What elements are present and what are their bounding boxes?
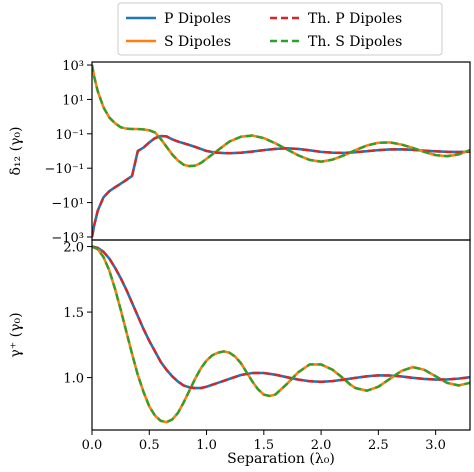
x-tick-label: 1.0 [196,438,217,453]
legend-frame [117,2,443,56]
y-axis-label: γ⁺ (γ₀) [8,312,24,357]
panel-frame [91,239,471,431]
legend-label: P Dipoles [164,11,231,27]
legend-label: Th. S Dipoles [308,34,402,50]
y-tick-label: 1.0 [63,372,84,387]
y-tick-label: 10⁻¹ [55,128,84,143]
y-tick-label: −10³ [51,231,84,246]
x-axis-label: Separation (λ₀) [227,451,335,467]
y-axis-label: δ₁₂ (γ₀) [8,126,24,175]
x-tick-label: 2.0 [311,438,332,453]
legend-label: Th. P Dipoles [308,11,402,27]
legend: P Dipoles S Dipoles Th. P Dipoles Th. S Dip… [117,2,443,56]
series-line-th-p-dipoles [92,245,470,390]
x-tick-label: 1.5 [253,438,274,453]
y-tick-label: −10⁻¹ [44,162,84,177]
panel-bottom-decay: 1.0 1.5 2.0 γ⁺ (γ₀) [8,239,471,431]
panel-top-detuning: 10³ 10¹ 10⁻¹ −10⁻¹ −10¹ −10³ δ₁₂ (γ₀) [8,59,471,246]
series-line-th-s-dipoles [92,245,470,424]
x-tick-label: 0.0 [82,438,103,453]
series-line-th-p-dipoles [92,134,470,238]
series-line-p-dipoles [92,134,470,238]
y-tick-label: 1.5 [63,306,84,321]
y-tick-label: 10¹ [62,93,84,108]
x-tick-label: 2.5 [368,438,389,453]
x-tick-label: 3.0 [425,438,446,453]
series-line-th-s-dipoles [92,64,470,168]
y-tick-label: −10¹ [51,197,84,212]
legend-label: S Dipoles [164,34,231,50]
series-line-s-dipoles [92,245,470,424]
x-axis: 0.0 0.5 1.0 1.5 2.0 2.5 3.0 Separation (λ₀) [82,430,446,467]
series-group [92,64,470,238]
y-tick-label: 2.0 [63,241,84,256]
y-tick-label: 10³ [62,59,84,74]
series-group [92,245,470,424]
x-tick-label: 0.5 [139,438,160,453]
